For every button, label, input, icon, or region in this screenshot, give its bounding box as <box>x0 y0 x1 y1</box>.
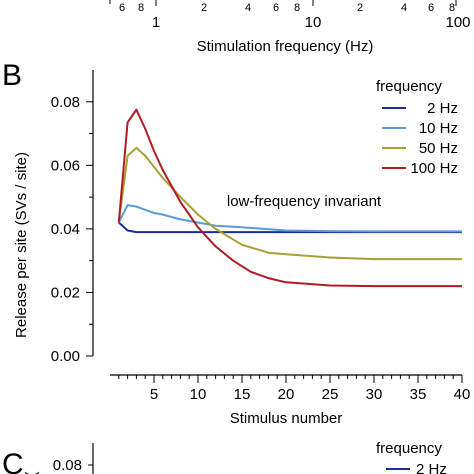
series-line-10-hz <box>117 204 462 233</box>
top-minor-tick-label: 4 <box>401 2 407 14</box>
series-line-100-hz <box>117 108 462 288</box>
panel-b-axes: 0.00 0.02 0.04 0.06 0.08 5 10 15 20 25 30 35 40 <box>51 70 471 403</box>
y-axis-label: Release per site (SVs / site) <box>13 152 30 338</box>
annotation-low-frequency-invariant: low-frequency invariant <box>227 193 382 210</box>
x-tick-label: 25 <box>322 386 339 403</box>
plot-series <box>117 108 462 288</box>
top-minor-tick-label: 4 <box>245 2 251 14</box>
top-minor-tick-label: 8 <box>449 2 455 14</box>
y-tick-label: 0.02 <box>51 284 80 301</box>
legend-items: 2 Hz 10 Hz 50 Hz 100 Hz <box>382 100 458 177</box>
legend-label-100-hz: 100 Hz <box>410 160 458 177</box>
top-minor-tick-label: 8 <box>294 2 300 14</box>
panel-c-y-tick-label: 0.08 <box>53 457 82 474</box>
y-tick-label: 0.04 <box>51 221 80 238</box>
y-tick-label: 0.06 <box>51 157 80 174</box>
x-ticks: 5 10 15 20 25 30 35 40 <box>118 375 471 403</box>
x-tick-label: 10 <box>190 386 207 403</box>
y-ticks: 0.00 0.02 0.04 0.06 0.08 <box>51 94 93 365</box>
top-minor-tick-label: 8 <box>138 2 144 14</box>
x-tick-label: 5 <box>150 386 158 403</box>
legend: frequency 2 Hz 10 Hz 50 Hz 100 Hz <box>376 78 458 177</box>
top-log-axis: 6 8 2 4 6 8 2 4 6 8 1 10 100 Stimulation… <box>109 0 471 55</box>
top-major-tick-label: 100 <box>445 14 470 31</box>
panel-c-y-axis-label-fragment: ( <box>23 472 40 474</box>
y-tick-label: 0.08 <box>51 94 80 111</box>
series-line-50-hz <box>117 146 462 261</box>
top-minor-tick-label: 2 <box>357 2 363 14</box>
legend-label-2-hz: 2 Hz <box>427 100 458 117</box>
panel-c-letter: C <box>2 448 24 474</box>
panel-b-letter: B <box>2 59 22 92</box>
x-tick-label: 15 <box>234 386 251 403</box>
x-tick-label: 30 <box>366 386 383 403</box>
top-minor-tick-label: 6 <box>428 2 434 14</box>
panel-c-legend-label: 2 Hz <box>416 461 447 474</box>
legend-title: frequency <box>376 78 442 95</box>
x-axis-label: Stimulus number <box>230 410 343 427</box>
x-tick-label: 40 <box>454 386 471 403</box>
top-minor-tick-label: 6 <box>273 2 279 14</box>
top-minor-tick-label: 6 <box>119 2 125 14</box>
top-major-tick-label: 10 <box>305 14 322 31</box>
x-tick-label: 20 <box>278 386 295 403</box>
panel-c-legend-title: frequency <box>376 440 442 457</box>
x-tick-label: 35 <box>410 386 427 403</box>
y-tick-label: 0.00 <box>51 348 80 365</box>
legend-label-10-hz: 10 Hz <box>419 120 458 137</box>
legend-label-50-hz: 50 Hz <box>419 140 458 157</box>
top-minor-tick-label: 2 <box>201 2 207 14</box>
top-major-tick-label: 1 <box>152 14 160 31</box>
top-axis-label: Stimulation frequency (Hz) <box>197 38 374 55</box>
